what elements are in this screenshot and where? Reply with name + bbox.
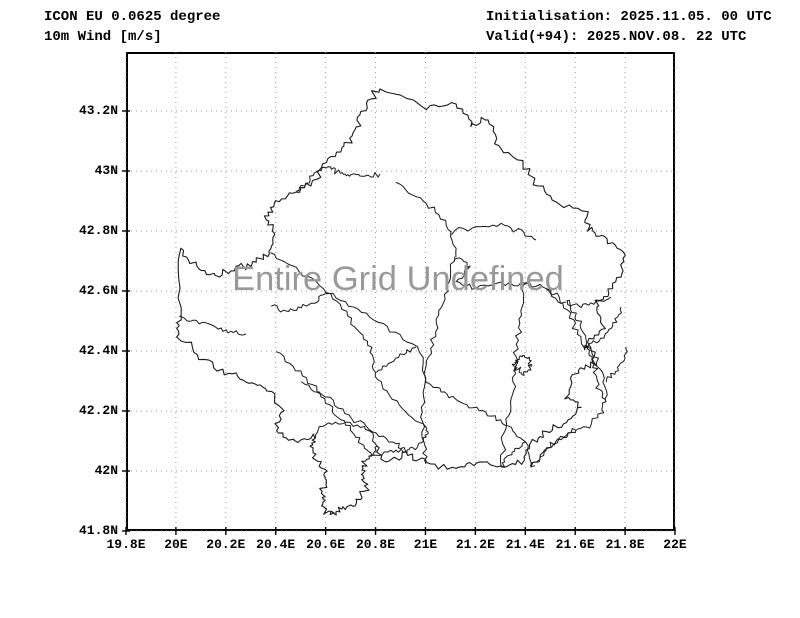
svg-text:Entire Grid Undefined: Entire Grid Undefined bbox=[232, 260, 564, 298]
